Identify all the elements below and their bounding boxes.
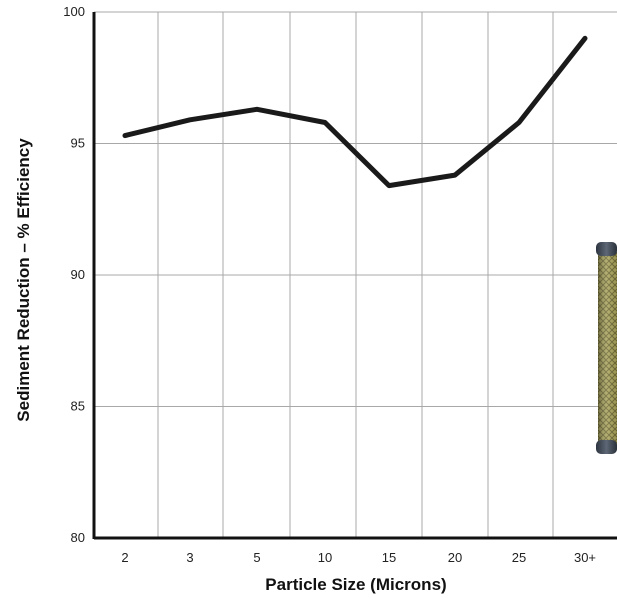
- x-tick-label-7: 25: [512, 550, 526, 565]
- x-tick-label-4: 10: [318, 550, 332, 565]
- x-tick-label-3: 5: [253, 550, 260, 565]
- x-tick-label-6: 20: [448, 550, 462, 565]
- grid-lines: [94, 11, 617, 538]
- filter-cartridge-image: [596, 242, 617, 454]
- x-axis-title: Particle Size (Microns): [265, 575, 446, 594]
- y-tick-labels: 80 85 90 95 100: [63, 4, 85, 545]
- x-tick-labels: 2 3 5 10 15 20 25 30+: [121, 550, 596, 565]
- x-tick-label-8: 30+: [574, 550, 596, 565]
- y-tick-label-90: 90: [71, 267, 85, 282]
- axes: [92, 12, 617, 540]
- x-tick-label-2: 3: [186, 550, 193, 565]
- x-tick-label-5: 15: [382, 550, 396, 565]
- x-tick-label-1: 2: [121, 550, 128, 565]
- efficiency-series-line: [122, 35, 588, 189]
- y-axis-title: Sediment Reduction – % Efficiency: [14, 138, 33, 422]
- y-tick-label-100: 100: [63, 4, 85, 19]
- y-tick-label-80: 80: [71, 530, 85, 545]
- y-tick-label-95: 95: [71, 136, 85, 151]
- y-tick-label-85: 85: [71, 399, 85, 414]
